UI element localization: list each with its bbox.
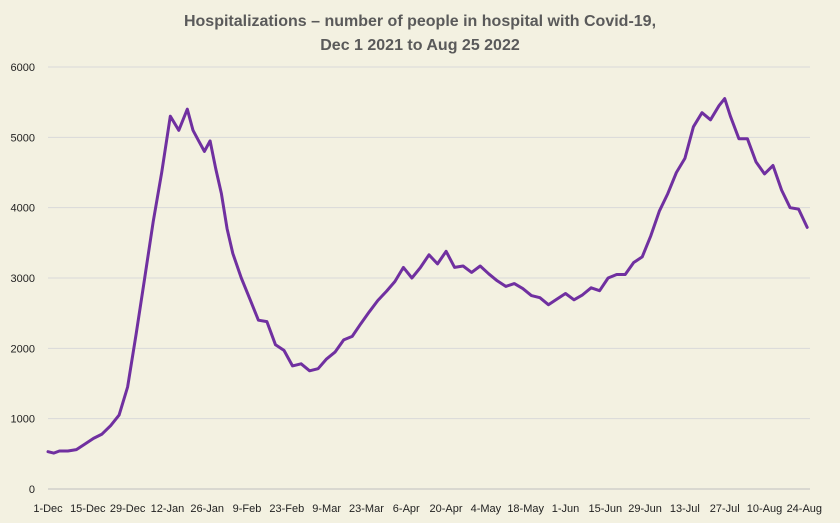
y-tick-label: 2000 (11, 343, 35, 355)
x-tick-label: 10-Aug (747, 503, 782, 515)
x-tick-label: 15-Dec (70, 503, 106, 515)
x-tick-label: 29-Jun (628, 503, 662, 515)
y-tick-label: 5000 (11, 132, 35, 144)
x-tick-label: 26-Jan (190, 503, 224, 515)
y-tick-label: 3000 (11, 273, 35, 285)
x-tick-label: 1-Dec (33, 503, 63, 515)
x-tick-label: 18-May (507, 503, 544, 515)
x-tick-label: 23-Feb (269, 503, 304, 515)
x-tick-label: 13-Jul (670, 503, 700, 515)
x-tick-label: 29-Dec (110, 503, 146, 515)
y-tick-label: 4000 (11, 203, 35, 215)
y-tick-label: 6000 (11, 62, 35, 74)
x-tick-label: 20-Apr (430, 503, 463, 515)
x-tick-label: 4-May (471, 503, 502, 515)
x-tick-label: 1-Jun (552, 503, 580, 515)
x-tick-label: 9-Feb (233, 503, 262, 515)
x-tick-label: 12-Jan (151, 503, 185, 515)
x-tick-label: 15-Jun (588, 503, 622, 515)
hospitalizations-line (46, 97, 809, 455)
chart-title-line-2: Dec 1 2021 to Aug 25 2022 (320, 37, 520, 54)
x-tick-label: 23-Mar (349, 503, 384, 515)
gridlines (48, 66, 810, 490)
chart-title-line-1: Hospitalizations – number of people in h… (184, 13, 656, 30)
x-tick-label: 9-Mar (312, 503, 341, 515)
y-tick-label: 1000 (11, 414, 35, 426)
x-tick-label: 24-Aug (787, 503, 822, 515)
y-axis: 0 1000 2000 3000 4000 5000 6000 (11, 62, 35, 496)
x-tick-label: 6-Apr (393, 503, 420, 515)
x-axis: 1-Dec 15-Dec 29-Dec 12-Jan 26-Jan 9-Feb 23-Feb… (33, 503, 822, 515)
y-tick-label: 0 (29, 484, 35, 496)
x-tick-label: 27-Jul (710, 503, 740, 515)
